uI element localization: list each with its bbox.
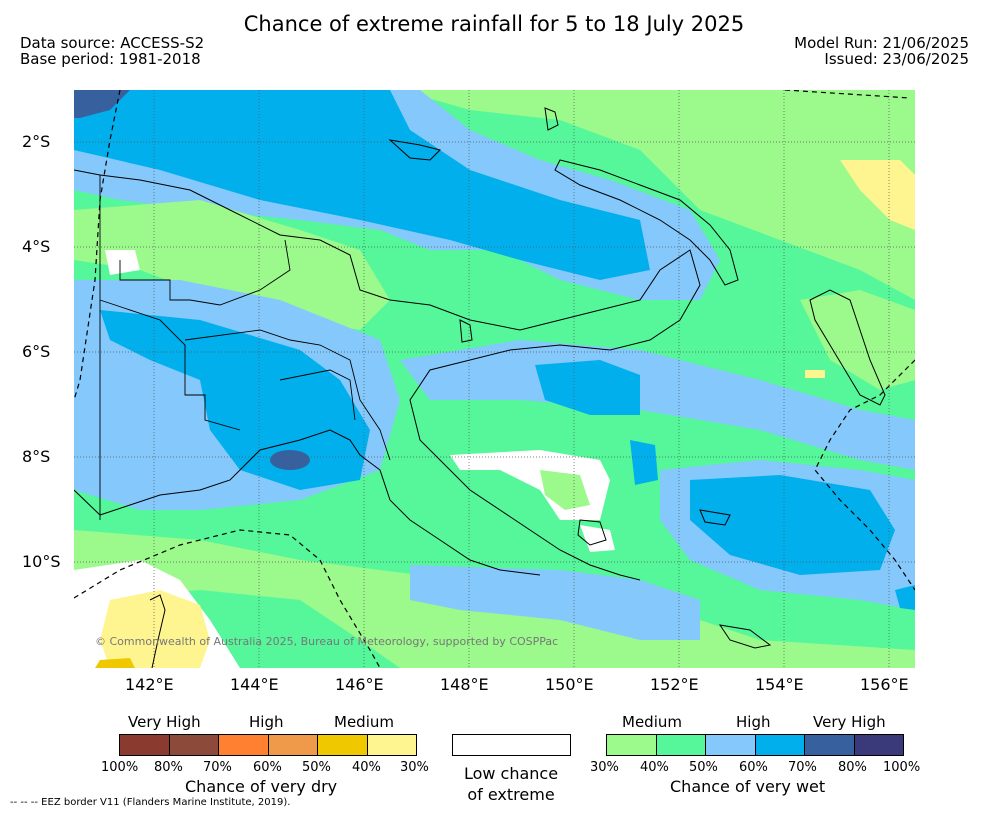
dry-tick-30: 30%: [400, 760, 429, 775]
wet-tick-60: 60%: [739, 760, 768, 775]
lon-label-154e: 154°E: [755, 675, 804, 694]
model-run-block: Model Run: 21/06/2025 Issued: 23/06/2025: [794, 35, 969, 67]
wet-swatch-4: [804, 734, 855, 756]
base-period: Base period: 1981-2018: [20, 50, 201, 68]
lon-label-142e: 142°E: [125, 675, 174, 694]
wet-swatch-1: [655, 734, 706, 756]
field-nw-dark-blue: [74, 90, 130, 118]
dry-swatch-1: [168, 734, 219, 756]
field-low-chance-2: [105, 250, 140, 275]
dry-caption: Chance of very dry: [185, 777, 338, 796]
model-run: Model Run: 21/06/2025: [794, 34, 969, 52]
field-small-blue: [630, 440, 658, 485]
data-source: Data source: ACCESS-S2: [20, 34, 205, 52]
field-small-yellow: [805, 370, 825, 378]
dry-header-high: High: [249, 713, 284, 731]
low-chance-swatch: [452, 734, 571, 756]
dry-tick-50: 50%: [302, 760, 331, 775]
field-central-blue: [535, 360, 640, 415]
dry-tick-40: 40%: [352, 760, 381, 775]
eez-note: -- -- -- EEZ border V11 (Flanders Marine…: [10, 797, 291, 808]
field-light-green-patch: [540, 470, 590, 510]
dry-header-medium: Medium: [334, 713, 394, 731]
field-sw-gold: [95, 658, 135, 668]
field-ne-yellow: [840, 160, 915, 230]
province-borders: [99, 175, 391, 520]
field-se-blue: [690, 475, 895, 575]
dry-tick-60: 60%: [253, 760, 282, 775]
eez-borders: [74, 90, 915, 668]
wet-header-very-high: Very High: [813, 713, 886, 731]
wet-caption: Chance of very wet: [670, 777, 826, 796]
low-chance-line2: of extreme: [467, 785, 555, 804]
issued-date: Issued: 23/06/2025: [824, 50, 969, 68]
probability-fields: © Commonwealth of Australia 2025, Bureau…: [74, 90, 915, 668]
field-north-blue: [74, 90, 650, 280]
wet-swatch-0: [606, 734, 657, 756]
wet-tick-40: 40%: [640, 760, 669, 775]
wet-header-high: High: [736, 713, 771, 731]
dry-swatch-2: [218, 734, 269, 756]
lat-label-10s: 10°S: [22, 552, 61, 571]
lat-label-8s: 8°S: [22, 447, 51, 466]
wet-swatch-3: [754, 734, 805, 756]
wet-swatch-5: [853, 734, 904, 756]
wet-swatch-2: [705, 734, 756, 756]
field-east-light-green: [800, 290, 915, 390]
field-sw-yellow: [100, 590, 210, 668]
field-south-light-blue: [410, 565, 700, 640]
lon-label-148e: 148°E: [440, 675, 489, 694]
data-source-block: Data source: ACCESS-S2 Base period: 1981…: [20, 35, 204, 67]
low-chance-caption: Low chance of extreme: [440, 763, 582, 805]
wet-tick-50: 50%: [689, 760, 718, 775]
coastlines: [74, 107, 886, 668]
dry-tick-70: 70%: [203, 760, 232, 775]
field-north-light-green: [400, 90, 915, 300]
lat-label-6s: 6°S: [22, 342, 51, 361]
lon-label-152e: 152°E: [650, 675, 699, 694]
lon-label-144e: 144°E: [230, 675, 279, 694]
wet-header-medium: Medium: [622, 713, 682, 731]
lon-label-156e: 156°E: [860, 675, 909, 694]
low-chance-line1: Low chance: [463, 764, 559, 783]
copyright-text: © Commonwealth of Australia 2025, Bureau…: [95, 635, 558, 648]
lon-label-150e: 150°E: [545, 675, 594, 694]
dry-tick-80: 80%: [154, 760, 183, 775]
field-se-edge-blue: [895, 585, 915, 610]
dry-swatch-0: [119, 734, 170, 756]
wet-colorbar: [606, 734, 904, 756]
wet-tick-80: 80%: [838, 760, 867, 775]
dry-colorbar: [119, 734, 417, 756]
field-low-chance-3: [580, 525, 615, 552]
dry-swatch-4: [317, 734, 368, 756]
wet-tick-30: 30%: [590, 760, 619, 775]
field-fly-dark-blue: [270, 450, 310, 470]
map-title: Chance of extreme rainfall for 5 to 18 J…: [243, 12, 745, 36]
lat-label-4s: 4°S: [22, 237, 51, 256]
lon-label-146e: 146°E: [335, 675, 384, 694]
dry-tick-100: 100%: [101, 760, 139, 775]
field-west-blue: [100, 310, 370, 490]
graticule: [74, 90, 915, 668]
wet-tick-100: 100%: [883, 760, 921, 775]
dry-header-very-high: Very High: [128, 713, 201, 731]
dry-swatch-5: [366, 734, 417, 756]
field-west-light-green: [74, 200, 390, 330]
wet-tick-70: 70%: [788, 760, 817, 775]
lat-label-2s: 2°S: [22, 132, 51, 151]
dry-swatch-3: [267, 734, 318, 756]
field-central-light-blue: [400, 340, 915, 470]
